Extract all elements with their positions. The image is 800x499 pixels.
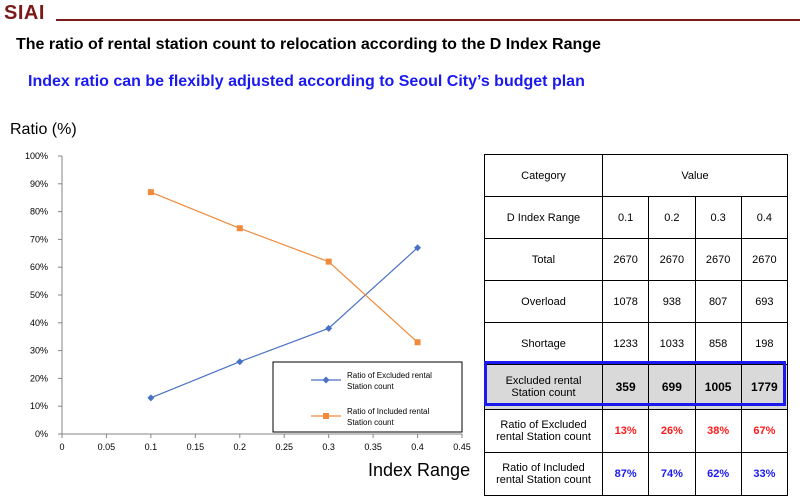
table-cell: 0.3 <box>694 196 742 239</box>
y-tick-label: 20% <box>30 373 48 383</box>
y-tick-label: 50% <box>30 290 48 300</box>
table-cell: 26% <box>648 409 696 453</box>
logo: SIAI <box>4 2 45 24</box>
row-label: Ratio of Included rental Station count <box>484 452 603 496</box>
legend-label: Station count <box>347 418 394 427</box>
data-point-excluded <box>325 324 333 332</box>
y-tick-label: 100% <box>25 151 48 161</box>
table-cell: 1233 <box>601 322 650 365</box>
page-title: The ratio of rental station count to rel… <box>16 36 601 53</box>
data-point-included <box>325 258 332 265</box>
table-header-category: Category <box>484 154 603 197</box>
x-tick-label: 0.25 <box>275 442 293 452</box>
table-cell: 13% <box>601 409 650 453</box>
table-cell: 2670 <box>648 238 696 281</box>
legend-marker <box>322 376 330 384</box>
row-label: D Index Range <box>484 196 603 239</box>
row-label: Shortage <box>484 322 603 365</box>
data-point-excluded <box>414 244 422 252</box>
table-cell: 0.4 <box>740 196 789 239</box>
x-tick-label: 0.05 <box>98 442 116 452</box>
legend-marker <box>323 413 329 419</box>
legend-box <box>272 361 463 433</box>
x-tick-label: 0.4 <box>411 442 424 452</box>
x-tick-label: 0.15 <box>187 442 205 452</box>
row-label: Total <box>484 238 603 281</box>
table-cell: 858 <box>694 322 742 365</box>
table-row: Total 2670 2670 2670 2670 <box>484 238 789 281</box>
table-cell: 87% <box>601 452 650 496</box>
row-label: Overload <box>484 280 603 323</box>
table-cell: 359 <box>601 364 650 410</box>
table-cell: 0.1 <box>601 196 650 239</box>
subtitle: Index ratio can be flexibly adjusted acc… <box>28 73 585 90</box>
table-cell: 693 <box>740 280 789 323</box>
series-line-excluded <box>150 247 418 399</box>
table-cell: 74% <box>648 452 696 496</box>
legend-label: Station count <box>347 382 394 391</box>
series-line-included <box>150 191 418 343</box>
table-cell: 1779 <box>740 364 789 410</box>
x-axis-label: Index Range <box>368 460 471 480</box>
data-point-excluded <box>147 394 155 402</box>
table-cell: 938 <box>648 280 696 323</box>
table-row-ratio-excluded: Ratio of Excluded rental Station count 13… <box>484 409 789 453</box>
header-divider <box>56 19 800 21</box>
y-tick-label: 10% <box>30 401 48 411</box>
legend-label: Ratio of Excluded rental <box>347 371 432 380</box>
y-tick-label: 40% <box>30 318 48 328</box>
y-tick-label: 90% <box>30 179 48 189</box>
table-cell: 198 <box>740 322 789 365</box>
x-tick-label: 0.3 <box>322 442 335 452</box>
table-row: D Index Range 0.1 0.2 0.3 0.4 <box>484 196 789 239</box>
table-cell: 2670 <box>694 238 742 281</box>
table-cell: 1078 <box>601 280 650 323</box>
data-point-included <box>236 225 243 232</box>
table-cell: 2670 <box>601 238 650 281</box>
y-axis-label: Ratio (%) <box>10 121 77 138</box>
data-point-excluded <box>236 358 244 366</box>
y-tick-label: 70% <box>30 234 48 244</box>
table-cell: 38% <box>694 409 742 453</box>
data-point-included <box>414 339 421 346</box>
row-label: Excluded rental Station count <box>484 364 603 410</box>
table-row-excluded: Excluded rental Station count 359 699 100… <box>484 364 789 410</box>
y-tick-label: 30% <box>30 346 48 356</box>
table-row-ratio-included: Ratio of Included rental Station count 87… <box>484 452 789 496</box>
x-tick-label: 0.2 <box>234 442 247 452</box>
y-tick-label: 80% <box>30 207 48 217</box>
x-tick-label: 0.1 <box>145 442 158 452</box>
y-tick-label: 60% <box>30 262 48 272</box>
table-cell: 0.2 <box>648 196 696 239</box>
table-cell: 1005 <box>694 364 742 410</box>
y-tick-label: 0% <box>35 429 48 439</box>
row-label: Ratio of Excluded rental Station count <box>484 409 603 453</box>
legend-label: Ratio of Included rental <box>347 407 429 416</box>
table-row: Overload 1078 938 807 693 <box>484 280 789 323</box>
data-point-included <box>147 189 154 196</box>
table-cell: 33% <box>740 452 789 496</box>
table-cell: 2670 <box>740 238 789 281</box>
table-cell: 699 <box>648 364 696 410</box>
data-table: Category Value D Index Range 0.1 0.2 0.3… <box>484 154 789 496</box>
table-row: Shortage 1233 1033 858 198 <box>484 322 789 365</box>
x-tick-label: 0.35 <box>364 442 382 452</box>
line-chart: 0% 10% 20% 30% 40% 50% 60% 70% 80% 90% 100% 0 0.05 0.… <box>25 151 471 452</box>
table-cell: 1033 <box>648 322 696 365</box>
table-header-value: Value <box>602 154 788 197</box>
table-cell: 807 <box>694 280 742 323</box>
table-cell: 62% <box>694 452 742 496</box>
table-cell: 67% <box>740 409 789 453</box>
x-tick-label: 0.45 <box>453 442 471 452</box>
x-tick-label: 0 <box>59 442 64 452</box>
